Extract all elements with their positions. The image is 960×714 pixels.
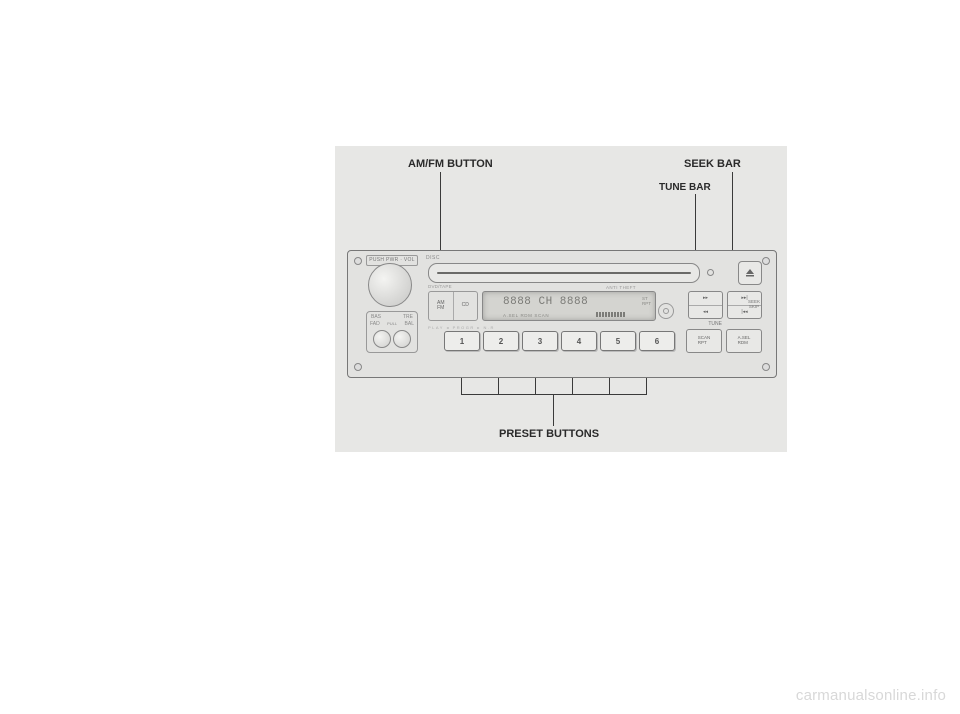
label-preset-buttons: PRESET BUTTONS: [499, 428, 599, 440]
screw-icon: [762, 257, 770, 265]
preset-2[interactable]: 2: [483, 331, 519, 351]
lcd-digits: 8888 CH 8888: [503, 296, 588, 308]
compact-disc-icon: [658, 303, 674, 319]
tone-controls: BAS TRE FAD PULL BAL: [366, 311, 418, 353]
anti-theft-label: ANTI THEFT: [606, 285, 636, 290]
lcd-right-tags: ST RPT: [642, 296, 651, 307]
eject-icon: [745, 268, 755, 278]
cd-button[interactable]: CD: [454, 292, 478, 320]
leader-preset-drop: [553, 394, 554, 426]
disc-slot[interactable]: [428, 263, 700, 283]
screw-icon: [762, 363, 770, 371]
eject-button[interactable]: [738, 261, 762, 285]
label-tune-bar: TUNE BAR: [659, 182, 711, 193]
preset-row: 1 2 3 4 5 6: [444, 331, 675, 351]
treble-balance-knob[interactable]: [393, 330, 411, 348]
leader-preset-h: [461, 394, 647, 395]
source-buttons: AM FM CD: [428, 291, 478, 321]
preset-4[interactable]: 4: [561, 331, 597, 351]
preset-top-labels: PLAY ◂ PROGR ▸ N.R: [428, 325, 495, 330]
preset-6[interactable]: 6: [639, 331, 675, 351]
fad-label: FAD: [370, 321, 380, 327]
amfm-button[interactable]: AM FM: [429, 292, 454, 320]
tune-down[interactable]: ◂◂: [689, 306, 722, 319]
seek-skip-label: SEEK SKIP: [748, 299, 760, 309]
screw-icon: [354, 257, 362, 265]
asel-rdm-button[interactable]: A.SEL RDM: [726, 329, 762, 353]
diagram-panel: AM/FM BUTTON SEEK BAR TUNE BAR PRESET BU…: [335, 146, 787, 452]
tune-up[interactable]: ▸▸: [689, 292, 722, 306]
bass-fader-knob[interactable]: [373, 330, 391, 348]
disc-label: DISC: [426, 255, 440, 261]
radio-head-unit: PUSH PWR · VOL BAS TRE FAD PULL BAL DISC: [347, 250, 777, 378]
slot-indicator: [707, 269, 714, 276]
screw-icon: [354, 363, 362, 371]
lcd-subtext: A.SEL RDM SCAN: [503, 313, 549, 318]
tune-label: TUNE: [708, 321, 722, 327]
lcd-level-bars: [596, 312, 625, 317]
preset-3[interactable]: 3: [522, 331, 558, 351]
label-amfm-button: AM/FM BUTTON: [408, 158, 493, 170]
bottom-right-buttons: SCAN RPT A.SEL RDM: [686, 329, 762, 353]
lcd-display: 8888 CH 8888 A.SEL RDM SCAN ST RPT: [482, 291, 656, 321]
scan-rpt-button[interactable]: SCAN RPT: [686, 329, 722, 353]
bal-label: BAL: [405, 321, 414, 327]
preset-5[interactable]: 5: [600, 331, 636, 351]
dvd-tape-label: DVD/TAPE: [428, 284, 452, 289]
watermark: carmanualsonline.info: [796, 687, 946, 704]
tre-label: TRE: [403, 314, 413, 320]
preset-1[interactable]: 1: [444, 331, 480, 351]
pull-label: PULL: [387, 321, 397, 327]
volume-knob[interactable]: [368, 263, 412, 307]
label-seek-bar: SEEK BAR: [684, 158, 741, 170]
tune-bar[interactable]: ▸▸ ◂◂: [688, 291, 723, 319]
bas-label: BAS: [371, 314, 381, 320]
